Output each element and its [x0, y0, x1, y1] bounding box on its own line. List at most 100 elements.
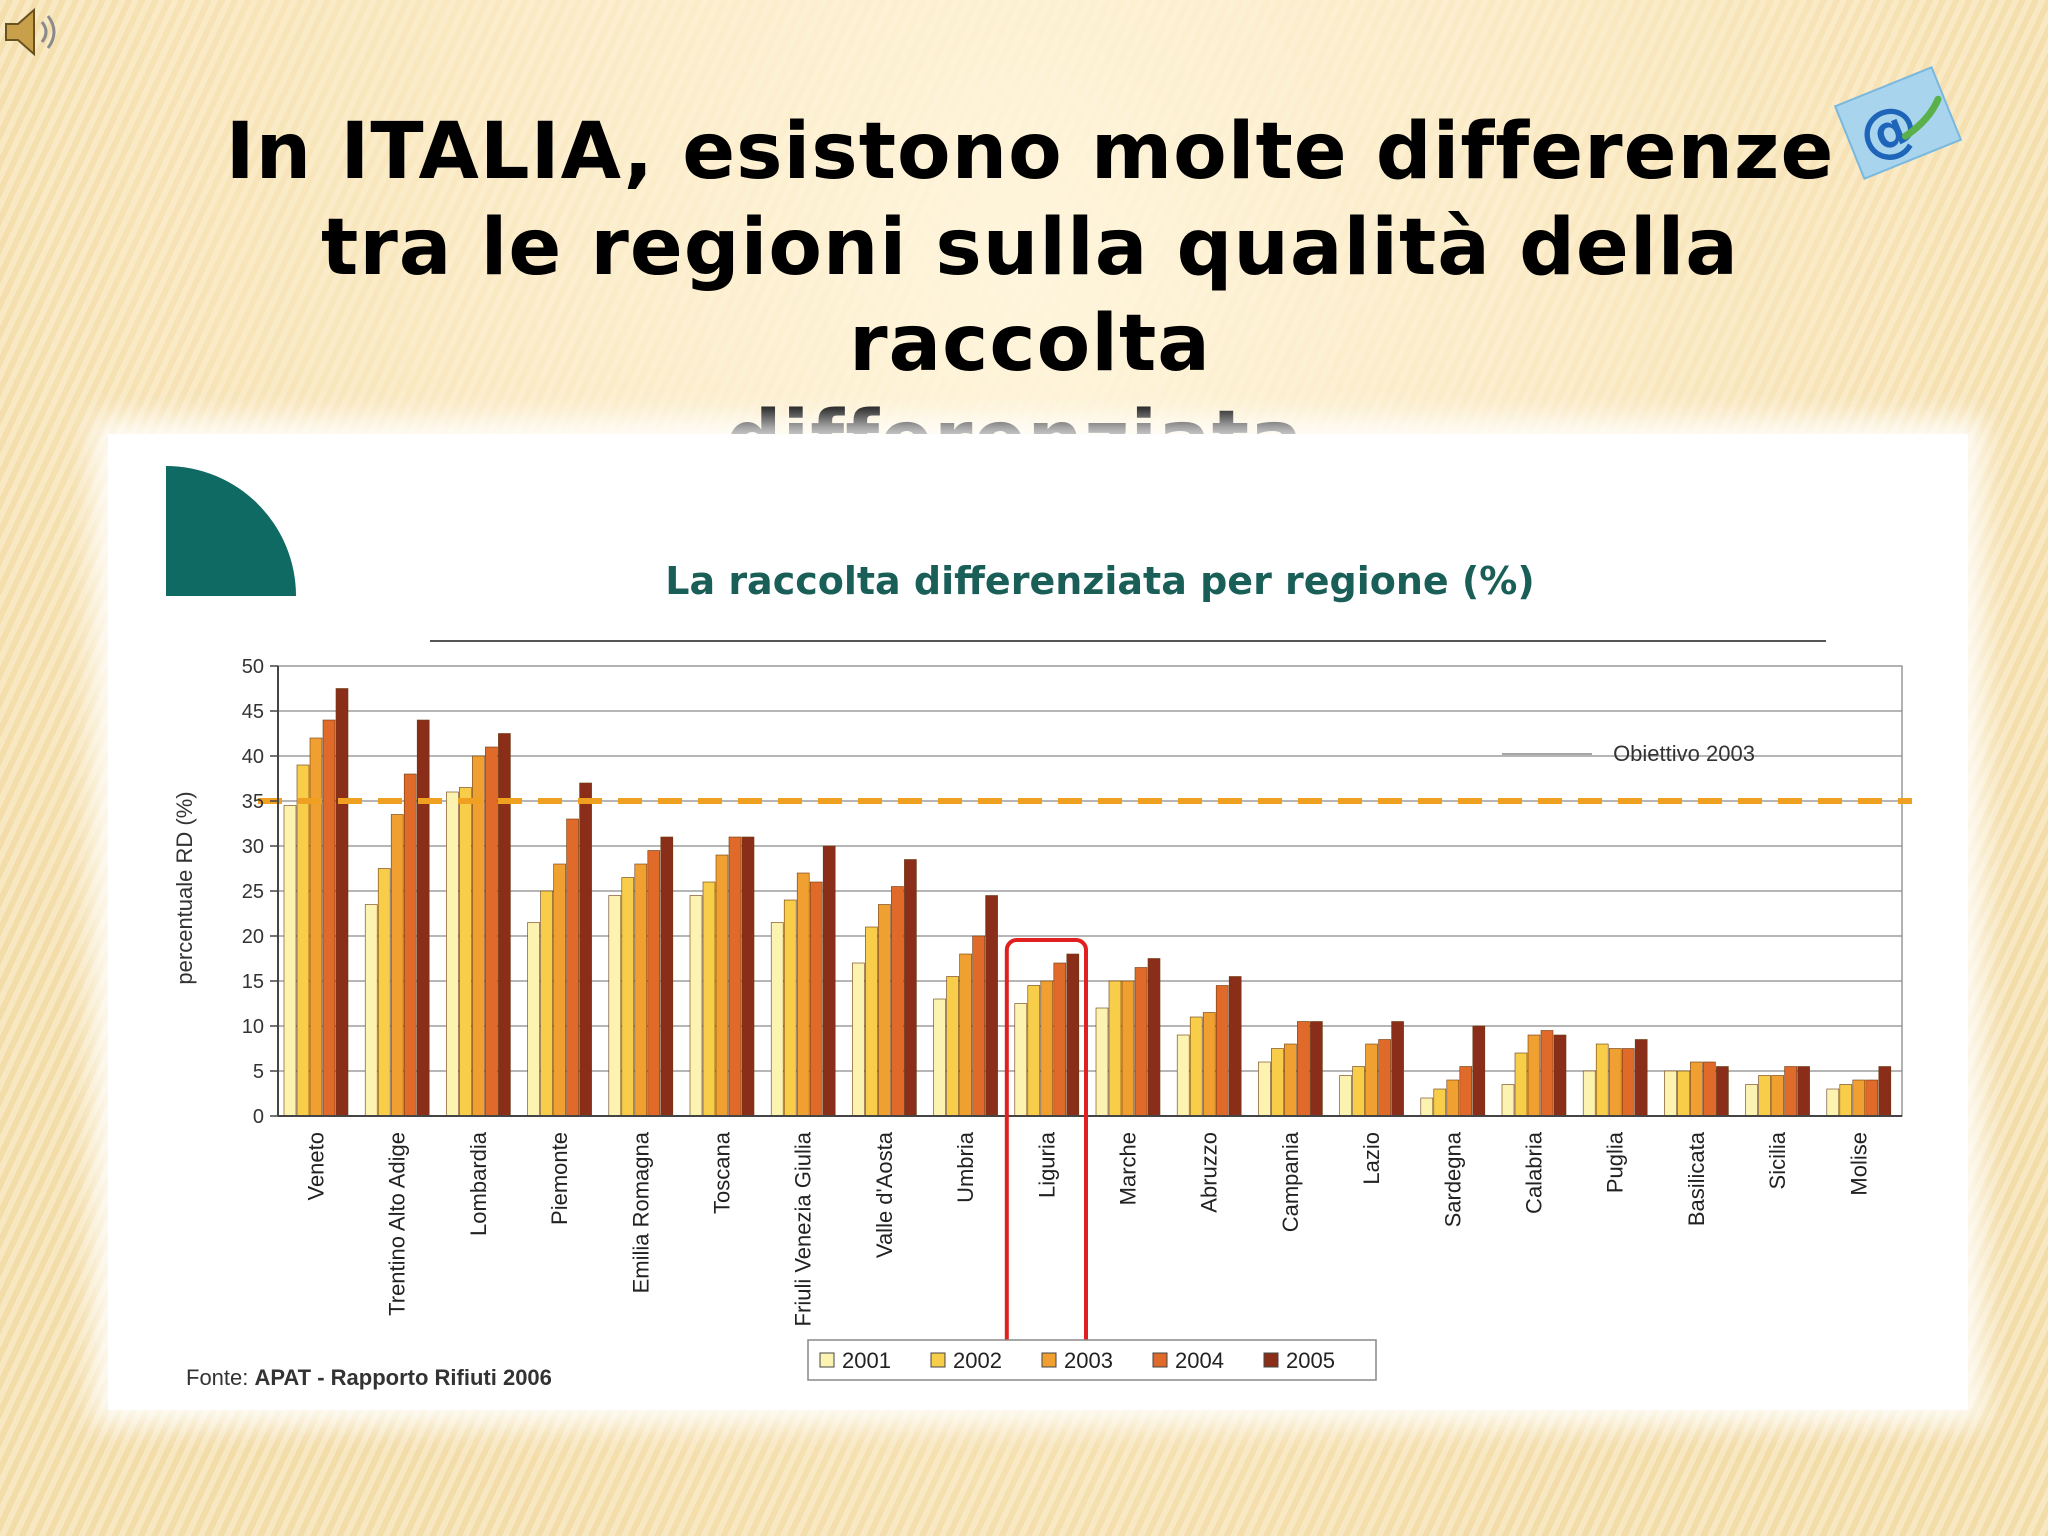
bar-piemonte-2001 [527, 922, 540, 1117]
bar-lazio-2004 [1378, 1039, 1391, 1117]
y-tick-label: 15 [242, 971, 264, 993]
legend: 2001 2002 2003 2004 2005 [807, 1339, 1377, 1381]
bar-abruzzo-2005 [1228, 976, 1242, 1117]
legend-label-2003: 2003 [1064, 1348, 1113, 1373]
bar-emilia-romagna-2001 [608, 895, 622, 1117]
y-tick-label: 5 [253, 1061, 264, 1083]
bar-sardegna-2005 [1472, 1025, 1486, 1117]
bar-trentino-alto-adige-2002 [377, 868, 391, 1117]
bar-friuli-venezia-giulia-2001 [770, 922, 784, 1117]
bar-campania-2002 [1271, 1048, 1284, 1117]
bar-piemonte-2003 [553, 863, 566, 1117]
bar-lazio-2001 [1339, 1075, 1352, 1117]
legend-box [807, 1339, 1377, 1381]
bars-layer [283, 688, 1892, 1117]
bar-campania-2004 [1297, 1021, 1310, 1117]
bar-trentino-alto-adige-2005 [416, 719, 430, 1117]
y-tick-label: 20 [242, 926, 264, 948]
source-name: APAT - Rapporto Rifiuti 2006 [254, 1365, 551, 1390]
bar-campania-2003 [1284, 1043, 1297, 1117]
bar-veneto-2005 [335, 688, 349, 1117]
bar-veneto-2002 [296, 764, 310, 1117]
legend-swatch-2002 [930, 1352, 946, 1368]
bar-umbria-2002 [946, 976, 959, 1117]
bar-basilicata-2002 [1677, 1070, 1690, 1117]
bar-chart: La raccolta differenziata per regione (%… [166, 466, 1912, 1390]
x-tick-label: Liguria [1034, 1131, 1059, 1198]
bar-valle-d-aosta-2005 [904, 859, 917, 1117]
x-tick-label: Puglia [1603, 1131, 1628, 1193]
legend-swatch-2003 [1041, 1352, 1057, 1368]
bar-calabria-2002 [1514, 1052, 1528, 1117]
bar-friuli-venezia-giulia-2002 [783, 899, 797, 1117]
bar-molise-2005 [1878, 1066, 1892, 1117]
x-tick-label: Sardegna [1440, 1131, 1465, 1227]
bar-campania-2001 [1258, 1061, 1271, 1117]
bar-friuli-venezia-giulia-2005 [822, 845, 836, 1117]
bar-emilia-romagna-2004 [647, 850, 661, 1117]
bar-calabria-2001 [1501, 1084, 1515, 1117]
bar-piemonte-2004 [566, 818, 579, 1117]
chart-card: La raccolta differenziata per regione (%… [108, 434, 1968, 1410]
bar-friuli-venezia-giulia-2003 [796, 872, 810, 1117]
legend-swatch-2004 [1152, 1352, 1168, 1368]
teal-quarter-circle [166, 466, 296, 596]
bar-trentino-alto-adige-2003 [390, 814, 404, 1117]
slide-title-line-1: In ITALIA, esistono molte differenze [225, 107, 1835, 197]
bar-puglia-2002 [1595, 1043, 1609, 1117]
bar-friuli-venezia-giulia-2004 [809, 881, 823, 1117]
bar-toscana-2001 [689, 895, 703, 1117]
bar-abruzzo-2002 [1189, 1016, 1203, 1117]
x-tick-label: Molise [1846, 1132, 1871, 1196]
bar-calabria-2003 [1527, 1034, 1541, 1117]
reference-line-layer: Obiettivo 2003 [258, 741, 1912, 804]
bar-trentino-alto-adige-2001 [364, 904, 378, 1117]
bar-basilicata-2003 [1690, 1061, 1703, 1117]
bar-abruzzo-2004 [1215, 985, 1229, 1117]
y-tick-label: 45 [242, 701, 264, 723]
speaker-icon[interactable] [0, 0, 64, 64]
legend-label-2005: 2005 [1286, 1348, 1335, 1373]
bar-molise-2003 [1852, 1079, 1866, 1117]
y-axis-label: percentuale RD (%) [172, 791, 197, 984]
bar-campania-2005 [1310, 1021, 1323, 1117]
target-label: Obiettivo 2003 [1613, 741, 1755, 766]
x-tick-label: Marche [1116, 1132, 1141, 1205]
bar-sicilia-2002 [1758, 1075, 1771, 1117]
x-tick-label: Emilia Romagna [628, 1131, 653, 1293]
bar-lombardia-2002 [459, 787, 472, 1117]
bar-lazio-2002 [1352, 1066, 1365, 1117]
bar-puglia-2004 [1621, 1048, 1635, 1117]
bar-valle-d-aosta-2003 [878, 904, 891, 1117]
bar-trentino-alto-adige-2004 [403, 773, 417, 1117]
bar-piemonte-2002 [540, 890, 553, 1117]
bar-valle-d-aosta-2002 [865, 926, 878, 1117]
bar-abruzzo-2003 [1202, 1012, 1216, 1117]
legend-label-2004: 2004 [1175, 1348, 1224, 1373]
x-tick-label: Trentino Alto Adige [385, 1132, 410, 1316]
bar-marche-2003 [1121, 980, 1135, 1117]
bar-puglia-2001 [1582, 1070, 1596, 1117]
source-note: Fonte: APAT - Rapporto Rifiuti 2006 [186, 1365, 552, 1390]
x-tick-label: Toscana [710, 1131, 735, 1214]
y-tick-label: 35 [242, 791, 264, 813]
y-tick-label: 40 [242, 746, 264, 768]
bar-valle-d-aosta-2001 [852, 962, 865, 1117]
x-tick-label: Abruzzo [1197, 1132, 1222, 1213]
bar-liguria-2004 [1053, 962, 1067, 1117]
bar-umbria-2004 [972, 935, 985, 1117]
bar-emilia-romagna-2005 [660, 836, 674, 1117]
bar-lazio-2005 [1391, 1021, 1404, 1117]
bar-liguria-2001 [1014, 1003, 1028, 1117]
bar-molise-2002 [1839, 1084, 1853, 1117]
email-at-icon: @ [1833, 66, 1963, 180]
x-tick-label: Lazio [1359, 1132, 1384, 1185]
chart-title: La raccolta differenziata per regione (%… [665, 559, 1535, 603]
bar-sardegna-2003 [1446, 1079, 1460, 1117]
bar-veneto-2003 [309, 737, 323, 1117]
bar-lombardia-2003 [472, 755, 485, 1117]
bar-sardegna-2001 [1420, 1097, 1434, 1117]
bar-sicilia-2005 [1797, 1066, 1810, 1117]
bar-sicilia-2004 [1784, 1066, 1797, 1117]
bar-marche-2001 [1095, 1007, 1109, 1117]
